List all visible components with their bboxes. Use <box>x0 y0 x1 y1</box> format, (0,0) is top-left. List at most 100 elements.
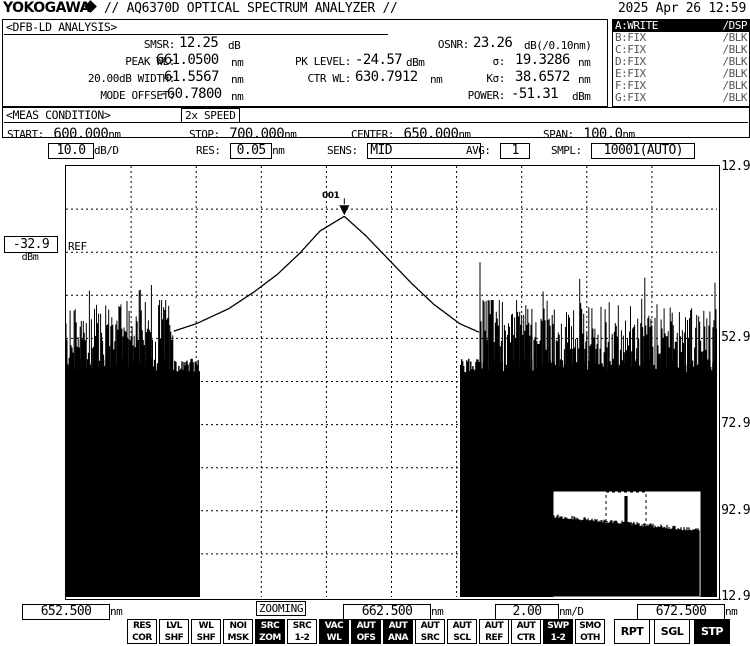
softkey-aut-src[interactable]: AUT SRC <box>415 619 445 644</box>
sweep-key-sgl[interactable]: SGL <box>654 619 690 644</box>
wavelength-row: 652.500 nm ZOOMING 662.500 nm 2.00 nm/D 672… <box>0 600 750 620</box>
spectrum-plot[interactable] <box>65 165 720 600</box>
spectrum-plot-svg <box>66 166 717 597</box>
avg-value[interactable]: 1 <box>500 143 531 159</box>
speed-badge[interactable]: 2x SPEED <box>181 108 240 123</box>
softkey-noi-msk[interactable]: NOI MSK <box>223 619 253 644</box>
res-value[interactable]: 0.05 <box>230 143 273 159</box>
stop-label: STOP: <box>189 128 220 141</box>
scale-value[interactable]: 10.0 <box>48 143 94 159</box>
softkey-aut-ref[interactable]: AUT REF <box>479 619 509 644</box>
trace-e-state: /BLK <box>722 67 748 80</box>
softkey-swp-12[interactable]: SWP 1-2 <box>543 619 573 644</box>
softkey-src-zom[interactable]: SRC ZOM <box>255 619 285 644</box>
trace-list-panel[interactable]: A:WRITE /DSP B:FIX /BLK C:FIX /BLK D:FIX… <box>612 19 750 107</box>
softkey-line2: REF <box>485 632 503 643</box>
left-wavelength-field[interactable]: 652.500 nm <box>22 600 123 620</box>
softkey-line2: 1-2 <box>294 632 310 643</box>
center-wavelength-value[interactable]: 662.500 <box>343 604 431 620</box>
trace-a-name: A:WRITE <box>615 19 658 32</box>
sweep-key-stp[interactable]: STP <box>694 619 730 644</box>
softkey-line1: NOI <box>229 621 247 631</box>
softkey-line2: ZOM <box>259 632 281 643</box>
softkey-wl-shf[interactable]: WL SHF <box>191 619 221 644</box>
sweep-key-rpt[interactable]: RPT <box>614 619 650 644</box>
softkey-line1: AUT <box>388 621 408 631</box>
center-wavelength-unit: nm <box>431 605 444 618</box>
inset-trace <box>553 496 700 596</box>
width-value: 61.5567 <box>164 69 219 85</box>
trace-b-name: B:FIX <box>615 31 646 44</box>
trace-row-a[interactable]: A:WRITE /DSP <box>613 20 749 32</box>
softkey-aut-scl[interactable]: AUT SCL <box>447 619 477 644</box>
softkey-line2: OFS <box>356 632 376 643</box>
sweep-key-label: STP <box>701 625 724 638</box>
center-field[interactable]: CENTER: 650.000nm <box>351 123 471 142</box>
scale-unit: dB/D <box>94 144 119 157</box>
osnr-value: 23.26 <box>473 35 513 51</box>
right-wavelength-value[interactable]: 672.500 <box>637 604 725 620</box>
smpl-value[interactable]: 10001(AUTO) <box>591 143 696 159</box>
per-div-field[interactable]: 2.00 nm/D <box>495 600 584 620</box>
res-unit: nm <box>272 144 285 157</box>
pk-level-unit: dBm <box>406 56 425 69</box>
softkey-res-cor[interactable]: RES COR <box>127 619 157 644</box>
trace-c-name: C:FIX <box>615 43 646 56</box>
softkey-aut-ana[interactable]: AUT ANA <box>383 619 413 644</box>
softkey-line1: AUT <box>452 621 472 631</box>
softkey-line1: AUT <box>484 621 504 631</box>
avg-field[interactable]: AVG: 1 <box>466 139 531 159</box>
softkey-line1: AUT <box>356 621 376 631</box>
softkey-line1: WL <box>198 621 214 631</box>
sigma-label: σ: <box>492 55 506 68</box>
instrument-title: // AQ6370D OPTICAL SPECTRUM ANALYZER // <box>104 1 398 16</box>
sens-field[interactable]: SENS: MID <box>327 139 482 159</box>
smsr-label: SMSR: <box>143 38 176 51</box>
noise-spikes <box>66 262 717 597</box>
center-wavelength-field[interactable]: 662.500 nm <box>343 600 444 620</box>
stop-field[interactable]: STOP: 700.000nm <box>189 123 297 142</box>
per-div-unit: nm/D <box>559 605 584 618</box>
trace-row-f[interactable]: F:FIX /BLK <box>613 80 749 92</box>
sens-value[interactable]: MID <box>367 143 482 159</box>
span-field[interactable]: SPAN: 100.0nm <box>543 123 635 142</box>
y-axis-label-3: -92.9 <box>713 503 750 518</box>
left-wavelength-value[interactable]: 652.500 <box>22 604 110 620</box>
peak-curve <box>173 216 480 333</box>
scale-field[interactable]: 10.0 dB/D <box>48 139 119 159</box>
start-field[interactable]: START: 600.000nm <box>7 123 121 142</box>
meas-title-rule <box>4 122 748 123</box>
softkey-lvl-shf[interactable]: LVL SHF <box>159 619 189 644</box>
start-label: START: <box>7 128 44 141</box>
inset-zoom-region[interactable] <box>605 491 647 525</box>
ctr-wl-label: CTR WL: <box>307 72 351 85</box>
per-div-value[interactable]: 2.00 <box>495 604 559 620</box>
title-bar: YOKOGAWA // AQ6370D OPTICAL SPECTRUM ANA… <box>0 0 750 17</box>
res-label: RES: <box>196 144 221 157</box>
mode-offset-label: MODE OFFSET: <box>100 89 175 102</box>
center-unit: nm <box>458 128 471 141</box>
softkey-vac-wl[interactable]: VAC WL <box>319 619 349 644</box>
softkey-line1: VAC <box>324 621 344 631</box>
trace-row-g[interactable]: G:FIX /BLK <box>613 92 749 104</box>
mode-offset-unit: nm <box>231 90 244 103</box>
softkey-aut-ctr[interactable]: AUT CTR <box>511 619 541 644</box>
left-wavelength-unit: nm <box>110 605 123 618</box>
softkey-src-12[interactable]: SRC 1-2 <box>287 619 317 644</box>
reference-level-box[interactable]: -32.9 <box>4 236 58 253</box>
overview-inset[interactable] <box>552 490 702 597</box>
trace-row-b[interactable]: B:FIX /BLK <box>613 32 749 44</box>
sigma-value: 19.3286 <box>515 52 570 68</box>
res-field[interactable]: RES: 0.05 nm <box>196 139 285 159</box>
trace-row-e[interactable]: E:FIX /BLK <box>613 68 749 80</box>
smpl-field[interactable]: SMPL: 10001(AUTO) <box>551 139 696 159</box>
softkey-aut-ofs[interactable]: AUT OFS <box>351 619 381 644</box>
right-wavelength-field[interactable]: 672.500 nm <box>637 600 738 620</box>
softkey-smo-oth[interactable]: SMO OTH <box>575 619 605 644</box>
trace-row-d[interactable]: D:FIX /BLK <box>613 56 749 68</box>
width-label: 20.00dB WIDTH: <box>87 72 176 85</box>
trace-row-c[interactable]: C:FIX /BLK <box>613 44 749 56</box>
peak-wl-unit: nm <box>231 56 244 69</box>
sigma-unit: nm <box>578 56 591 69</box>
sweep-key-label: SGL <box>660 625 684 638</box>
